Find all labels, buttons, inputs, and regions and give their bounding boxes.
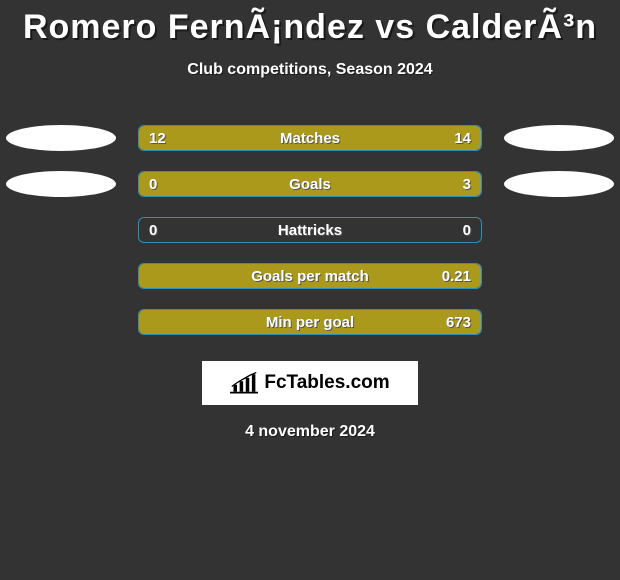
- stat-label: Goals per match: [139, 264, 481, 289]
- page-title: Romero FernÃ¡ndez vs CalderÃ³n: [0, 0, 620, 47]
- player-left-oval: [6, 125, 116, 151]
- stat-label: Hattricks: [139, 218, 481, 243]
- player-right-oval: [504, 171, 614, 197]
- comparison-rows: 1214Matches 03Goals 00Hattricks 0.21Goals p…: [0, 115, 620, 345]
- subtitle: Club competitions, Season 2024: [0, 61, 620, 79]
- stat-row: 1214Matches: [0, 115, 620, 161]
- stat-bar: 03Goals: [138, 171, 482, 197]
- stat-bar: 0.21Goals per match: [138, 263, 482, 289]
- stat-bar: 00Hattricks: [138, 217, 482, 243]
- bar-chart-icon: [230, 372, 258, 394]
- stat-bar: 673Min per goal: [138, 309, 482, 335]
- logo-box: FcTables.com: [202, 361, 418, 405]
- stat-label: Goals: [139, 172, 481, 197]
- stat-row: 673Min per goal: [0, 299, 620, 345]
- date-label: 4 november 2024: [0, 423, 620, 441]
- stat-bar: 1214Matches: [138, 125, 482, 151]
- player-left-oval: [6, 171, 116, 197]
- stat-row: 00Hattricks: [0, 207, 620, 253]
- stat-row: 03Goals: [0, 161, 620, 207]
- stat-row: 0.21Goals per match: [0, 253, 620, 299]
- stat-label: Matches: [139, 126, 481, 151]
- stat-label: Min per goal: [139, 310, 481, 335]
- logo-text: FcTables.com: [264, 372, 389, 394]
- player-right-oval: [504, 125, 614, 151]
